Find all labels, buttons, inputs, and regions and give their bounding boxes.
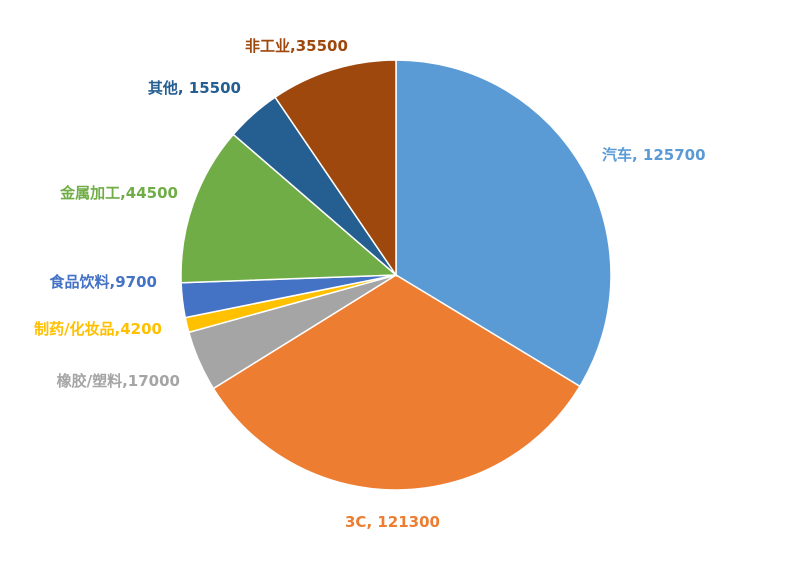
slice-data-label: 食品饮料,9700 — [50, 273, 157, 291]
pie-slice — [212, 274, 581, 491]
slice-data-label: 汽车, 125700 — [602, 146, 706, 164]
pie-slice — [180, 133, 398, 284]
slice-data-label: 其他, 15500 — [148, 79, 241, 97]
labels-layer: 汽车, 125700 3C, 121300 橡胶/塑料,17000 制药/化妆品,42… — [34, 37, 705, 531]
slice-data-label: 金属加工,44500 — [59, 184, 178, 202]
slice-data-label: 非工业,35500 — [245, 37, 348, 55]
pie-slice — [395, 59, 612, 388]
slice-data-label: 3C, 121300 — [345, 513, 440, 531]
slice-data-label: 制药/化妆品,4200 — [34, 320, 162, 338]
slices-layer — [180, 59, 612, 491]
pie-slice — [274, 59, 397, 278]
slice-data-label: 橡胶/塑料,17000 — [57, 372, 180, 390]
